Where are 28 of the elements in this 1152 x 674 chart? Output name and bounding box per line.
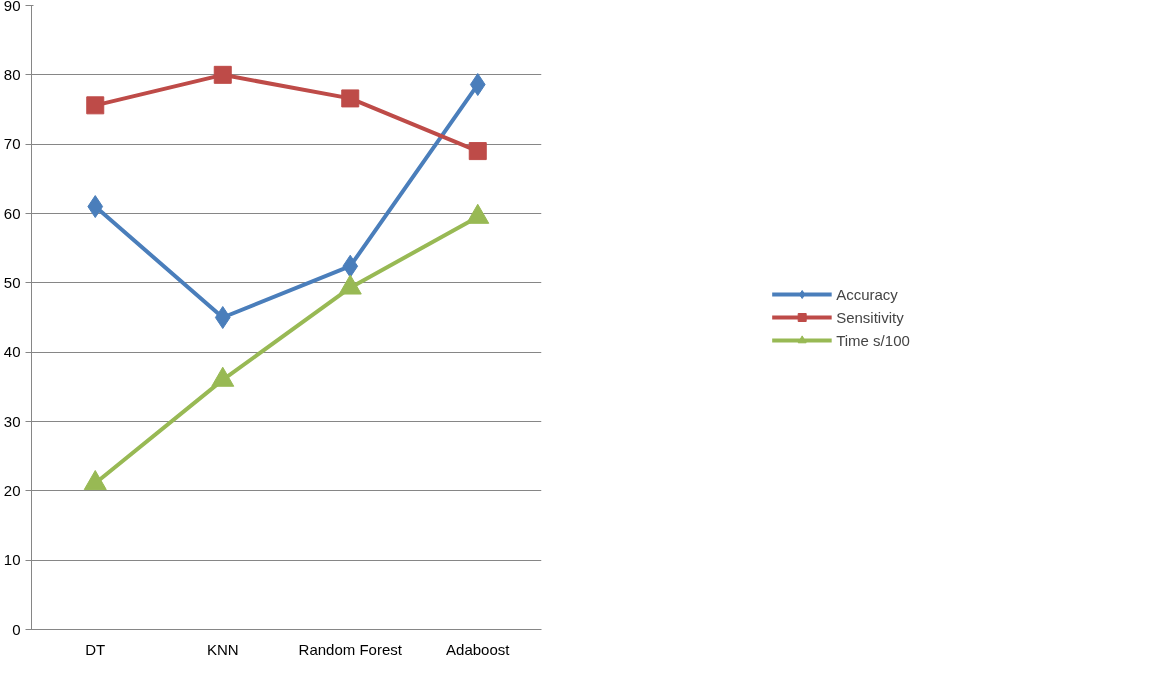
point	[469, 73, 486, 97]
y-tick-label: 60	[3, 204, 21, 222]
y-tick-label: 70	[3, 135, 21, 153]
y-tick-label: 90	[3, 0, 21, 14]
point	[342, 254, 359, 278]
x-tick-label: Random Forest	[298, 640, 403, 658]
y-tick-label: 0	[12, 620, 21, 638]
x-tick-label: KNN	[206, 640, 239, 658]
y-tick-label: 40	[3, 343, 21, 361]
legend-label: Time s/100	[836, 331, 910, 349]
y-tick-label: 10	[3, 551, 21, 569]
y-tick-label: 30	[3, 412, 21, 430]
point	[338, 274, 362, 295]
point	[468, 142, 487, 161]
point	[87, 195, 104, 219]
x-tick-label: Adaboost	[446, 640, 511, 658]
y-tick-label: 50	[3, 273, 21, 291]
point	[213, 65, 232, 84]
point	[211, 366, 235, 387]
point	[86, 96, 105, 115]
point	[341, 89, 360, 108]
legend-label: Accuracy	[836, 285, 898, 303]
point	[214, 306, 231, 329]
y-tick-label: 80	[3, 65, 21, 83]
x-tick-label: DT	[85, 640, 106, 658]
legend-label: Sensitivity	[836, 308, 904, 326]
point	[83, 470, 107, 491]
y-tick-label: 20	[3, 481, 21, 499]
